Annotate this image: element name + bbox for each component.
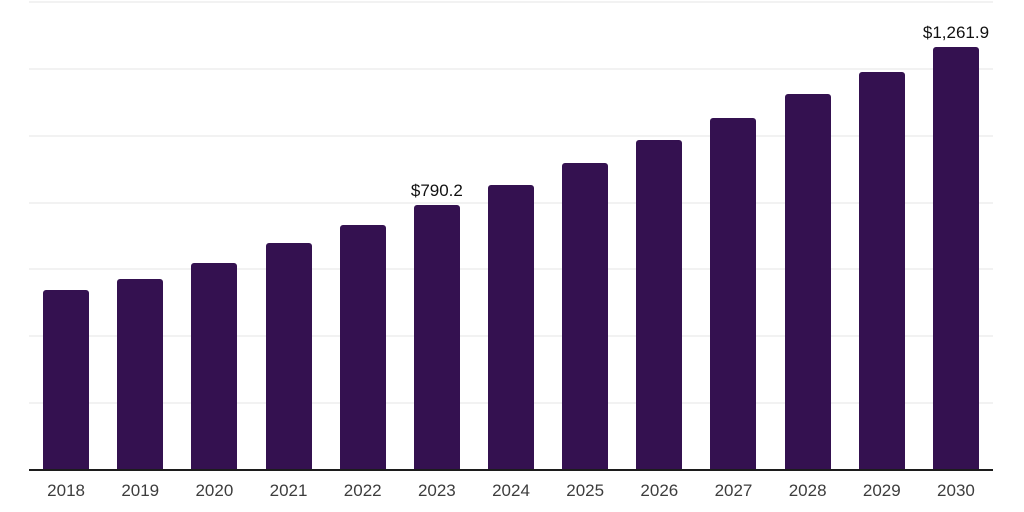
bar-2020 (191, 263, 238, 469)
bar-group-2022 (326, 0, 400, 469)
value-label-2030: $1,261.9 (922, 23, 990, 43)
bar-2028 (784, 93, 831, 469)
bar-2026 (636, 140, 683, 469)
bar-2027 (710, 117, 757, 469)
bar-group-2028 (771, 0, 845, 469)
bar-group-2020 (177, 0, 251, 469)
plot-area: $790.2 $1,261.9 (29, 0, 993, 471)
x-tick-2019: 2019 (121, 481, 160, 500)
bar-2024 (488, 184, 535, 469)
x-axis-line (29, 469, 993, 471)
x-tick-2023: 2023 (417, 481, 456, 500)
x-tick-2020: 2020 (195, 481, 234, 500)
bar-2023 (413, 204, 460, 469)
x-tick-2028: 2028 (788, 481, 827, 500)
bar-group-2023: $790.2 (400, 0, 474, 469)
gridline-1200 (29, 67, 993, 70)
bar-group-2021 (251, 0, 325, 469)
bar-2030 (932, 47, 979, 469)
bar-2029 (858, 71, 905, 469)
bar-group-2029 (845, 0, 919, 469)
gridline-1000 (29, 134, 993, 137)
bar-group-2026 (622, 0, 696, 469)
bar-2019 (117, 279, 164, 469)
bar-group-2018 (29, 0, 103, 469)
bar-group-2030: $1,261.9 (919, 0, 993, 469)
bar-group-2025 (548, 0, 622, 469)
bar-series: $790.2 $1,261.9 (29, 0, 993, 469)
x-axis-tick-labels: 2018 2019 2020 2021 2022 2023 2024 2025 2026 2027… (29, 481, 993, 501)
bar-2025 (562, 162, 609, 469)
bar-group-2027 (696, 0, 770, 469)
x-tick-2025: 2025 (566, 481, 605, 500)
x-tick-2026: 2026 (640, 481, 679, 500)
x-tick-2027: 2027 (714, 481, 753, 500)
x-tick-2018: 2018 (47, 481, 85, 500)
x-tick-2021: 2021 (269, 481, 308, 500)
gridline-1400 (29, 1, 993, 3)
bar-2022 (339, 224, 386, 469)
value-label-2023: $790.2 (410, 180, 463, 200)
x-tick-2022: 2022 (343, 481, 382, 500)
x-tick-2030: 2030 (937, 481, 975, 500)
bar-2021 (265, 242, 312, 469)
bar-group-2019 (103, 0, 177, 469)
x-tick-2024: 2024 (492, 481, 530, 500)
x-tick-2029: 2029 (862, 481, 901, 500)
bar-group-2024 (474, 0, 548, 469)
bar-2018 (43, 290, 90, 469)
